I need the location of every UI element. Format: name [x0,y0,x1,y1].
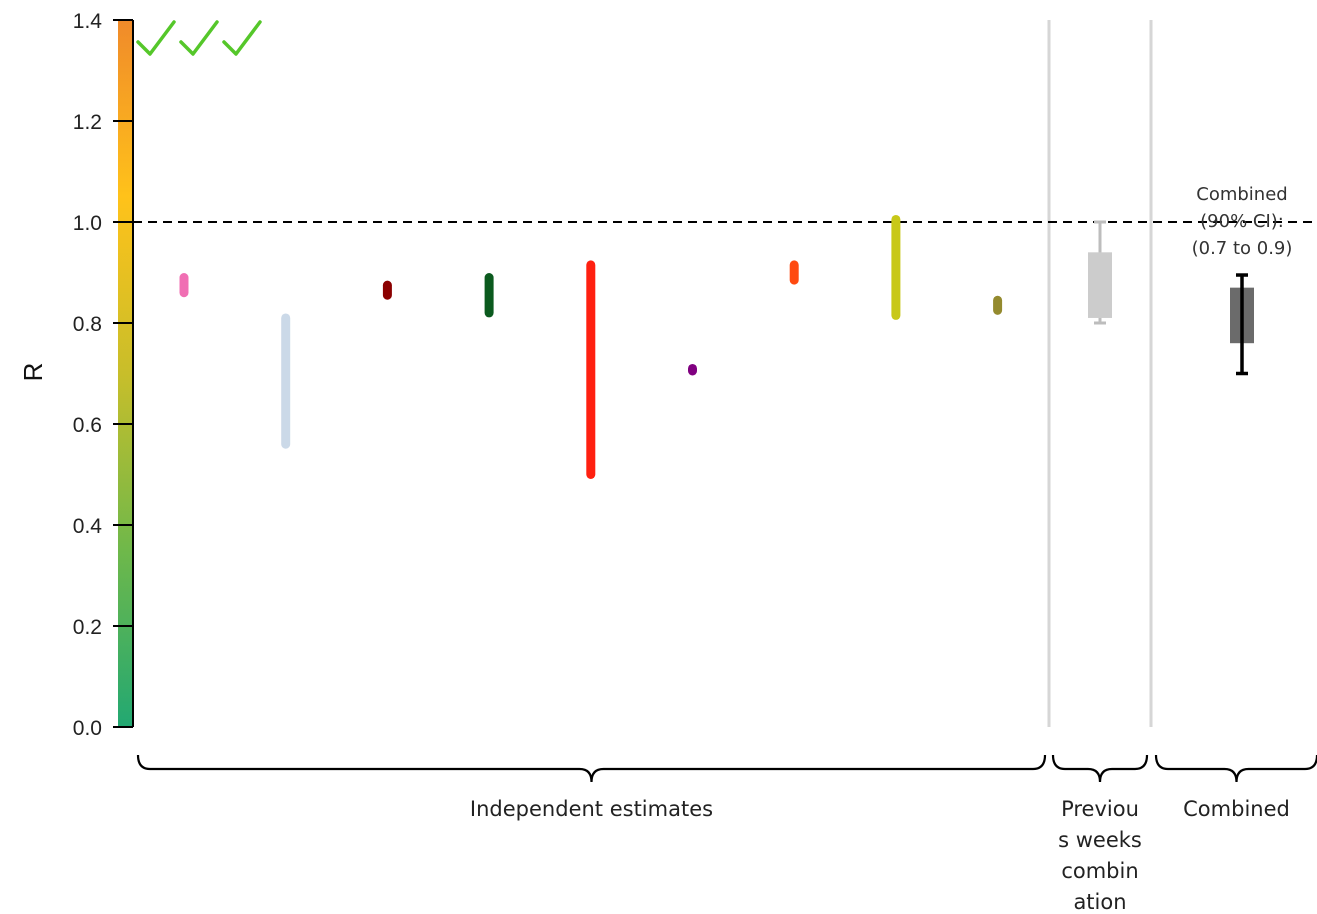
y-tick-label: 0.0 [73,717,102,740]
checkmark-icon [222,20,262,56]
checkmark-icon [179,20,219,56]
y-tick-label: 0.2 [73,616,102,639]
previous-box [1088,252,1112,318]
y-tick-label: 0.8 [73,313,102,336]
y-tick-label: 1.4 [73,10,103,33]
group-brace-previous [1051,754,1149,783]
group-label: Independent estimates [470,797,713,821]
y-tick-label: 0.6 [73,414,102,437]
combined-annotation-line: Combined [1196,184,1287,205]
group-label: Combined [1183,797,1290,821]
background-layer [113,19,1317,728]
group-brace-independent [136,754,1047,783]
group-label: combin [1061,859,1138,883]
group-brace-combined [1154,754,1317,783]
combined-annotation-line: (90% CI): [1200,211,1284,232]
group-label: s weeks [1058,828,1142,852]
marks-layer [136,20,1317,783]
combined-annotation-line: (0.7 to 0.9) [1192,238,1293,259]
group-label: ation [1073,890,1126,914]
checkmark-icon [136,20,176,56]
y-tick-label: 1.0 [73,212,102,235]
text-layer: 0.0 0.2 0.4 0.6 0.8 1.0 1.2 1.4 R Combined (90% CI… [18,10,1292,914]
y-axis-label: R [18,363,48,382]
colorbar [118,20,133,727]
group-label: Previou [1061,797,1139,821]
y-tick-label: 0.4 [73,515,103,538]
y-tick-label: 1.2 [73,111,102,134]
